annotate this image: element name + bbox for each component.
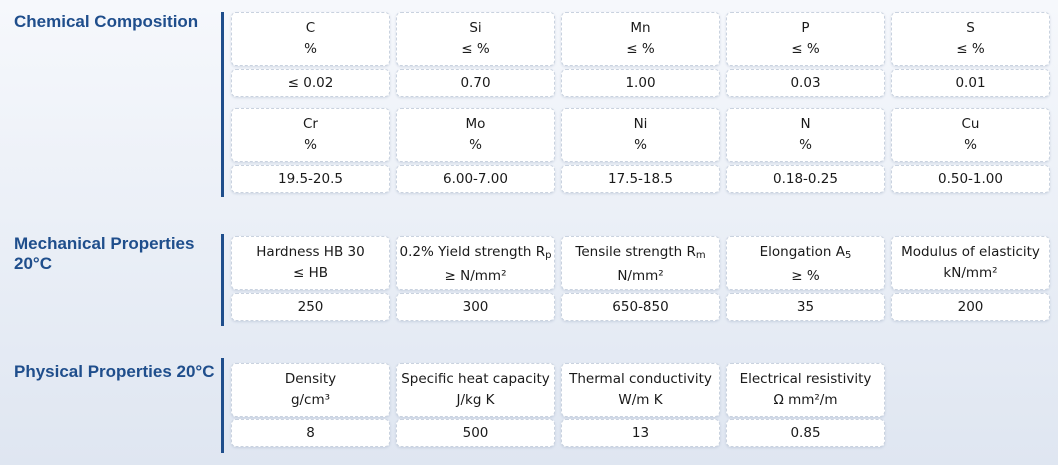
tensile-strength-value: 650-850 [561,293,720,321]
section-title: Chemical Composition [14,12,199,31]
element-value-cr: 19.5-20.5 [231,165,390,193]
electrical-resistivity-header: Electrical resistivity Ω mm²/m [726,363,885,417]
section-title: Mechanical Properties 20°C [14,234,195,273]
thermal-conductivity-header: Thermal conductivity W/m K [561,363,720,417]
yield-strength-value: 300 [396,293,555,321]
specific-heat-header: Specific heat capacity J/kg K [396,363,555,417]
section-divider [221,12,224,197]
element-header-cu: Cu% [891,108,1050,162]
hardness-header: Hardness HB 30 ≤ HB [231,236,390,290]
element-header-ni: Ni% [561,108,720,162]
thermal-conductivity-value: 13 [561,419,720,447]
density-header: Density g/cm³ [231,363,390,417]
element-header-cr: Cr% [231,108,390,162]
element-value-s: 0.01 [891,69,1050,97]
hardness-value: 250 [231,293,390,321]
electrical-resistivity-value: 0.85 [726,419,885,447]
element-value-p: 0.03 [726,69,885,97]
element-value-cu: 0.50-1.00 [891,165,1050,193]
element-header-mn: Mn ≤ % [561,12,720,66]
tensile-strength-header: Tensile strength Rm N/mm² [561,236,720,290]
elongation-value: 35 [726,293,885,321]
element-header-s: S ≤ % [891,12,1050,66]
modulus-header: Modulus of elasticity kN/mm² [891,236,1050,290]
modulus-value: 200 [891,293,1050,321]
element-value-ni: 17.5-18.5 [561,165,720,193]
section-divider [221,234,224,326]
element-value-si: 0.70 [396,69,555,97]
section-title: Physical Properties 20°C [14,362,215,381]
element-value-mo: 6.00-7.00 [396,165,555,193]
element-header-p: P ≤ % [726,12,885,66]
element-header-mo: Mo% [396,108,555,162]
yield-strength-header: 0.2% Yield strength Rp ≥ N/mm² [396,236,555,290]
element-value-n: 0.18-0.25 [726,165,885,193]
specific-heat-value: 500 [396,419,555,447]
elongation-header: Elongation A5 ≥ % [726,236,885,290]
element-value-c: ≤ 0.02 [231,69,390,97]
element-value-mn: 1.00 [561,69,720,97]
element-header-si: Si ≤ % [396,12,555,66]
element-header-n: N% [726,108,885,162]
element-header-c: C% [231,12,390,66]
density-value: 8 [231,419,390,447]
section-divider [221,358,224,453]
